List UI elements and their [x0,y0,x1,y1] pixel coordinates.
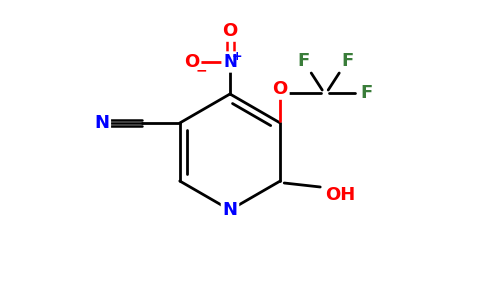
Text: −: − [195,63,207,77]
Text: F: F [341,52,353,70]
Text: OH: OH [325,186,355,204]
Text: +: + [232,50,242,62]
Text: N: N [223,53,237,71]
Text: F: F [297,52,309,70]
Text: O: O [184,53,199,71]
Text: N: N [94,114,109,132]
Text: F: F [360,84,372,102]
Text: N: N [223,201,238,219]
Text: O: O [272,80,288,98]
Text: O: O [222,22,238,40]
